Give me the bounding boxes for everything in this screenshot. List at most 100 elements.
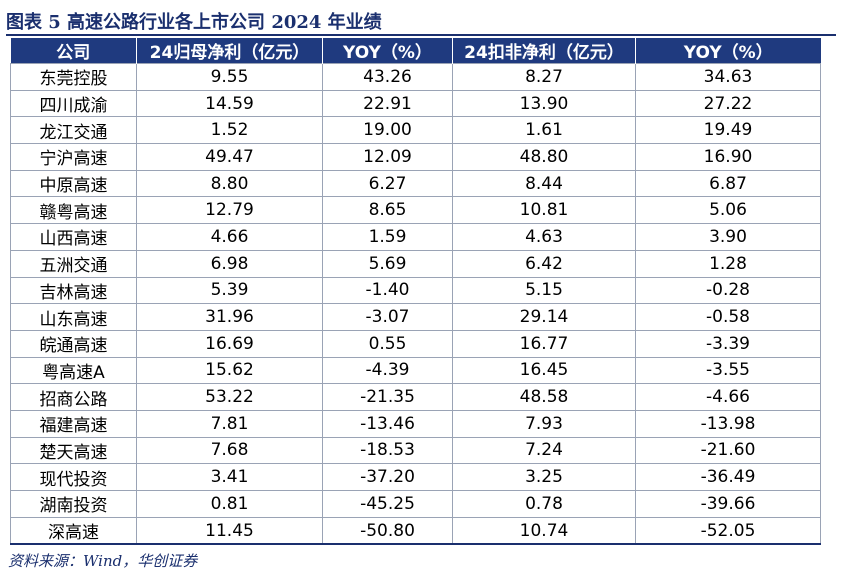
company-cell: 五洲交通 [10,249,137,278]
net-profit-cell: 11.45 [136,516,323,546]
deducted-yoy-cell: 34.63 [635,63,821,91]
table-row: 山西高速 4.66 1.59 4.63 3.90 [10,223,821,251]
column-header-deducted-net-profit: 24扣非净利（亿元） [452,38,636,64]
deducted-net-profit-cell: 16.45 [452,356,636,385]
net-profit-cell: 53.22 [136,383,323,411]
deducted-net-profit-cell: 13.90 [452,89,636,118]
deducted-net-profit-cell: 7.24 [452,436,636,465]
deducted-yoy-cell: 3.90 [635,223,821,251]
net-profit-cell: 3.41 [136,463,323,491]
deducted-yoy-cell: -0.58 [635,303,821,331]
table-row: 深高速 11.45 -50.80 10.74 -52.05 [10,516,821,546]
company-cell: 东莞控股 [10,63,137,91]
deducted-net-profit-cell: 10.74 [452,516,636,546]
net-profit-yoy-cell: -37.20 [322,463,453,491]
deducted-net-profit-cell: 29.14 [452,303,636,331]
column-header-company: 公司 [10,38,137,64]
deducted-yoy-cell: -21.60 [635,436,821,465]
net-profit-yoy-cell: -3.07 [322,303,453,331]
company-cell: 四川成渝 [10,89,137,118]
column-header-deducted-yoy: YOY（%） [635,38,821,64]
deducted-net-profit-cell: 48.80 [452,143,636,171]
company-cell: 吉林高速 [10,276,137,305]
company-cell: 招商公路 [10,383,137,411]
deducted-yoy-cell: 19.49 [635,116,821,145]
net-profit-yoy-cell: -45.25 [322,490,453,518]
net-profit-cell: 31.96 [136,303,323,331]
table-row: 中原高速 8.80 6.27 8.44 6.87 [10,169,821,198]
company-cell: 现代投资 [10,463,137,491]
net-profit-cell: 49.47 [136,143,323,171]
table-row: 四川成渝 14.59 22.91 13.90 27.22 [10,89,821,118]
net-profit-cell: 0.81 [136,490,323,518]
net-profit-cell: 7.81 [136,409,323,438]
deducted-net-profit-cell: 8.27 [452,63,636,91]
table-row: 福建高速 7.81 -13.46 7.93 -13.98 [10,409,821,438]
deducted-yoy-cell: -39.66 [635,490,821,518]
table-row: 吉林高速 5.39 -1.40 5.15 -0.28 [10,276,821,305]
table-row: 宁沪高速 49.47 12.09 48.80 16.90 [10,143,821,171]
deducted-net-profit-cell: 5.15 [452,276,636,305]
deducted-yoy-cell: 1.28 [635,249,821,278]
table-row: 现代投资 3.41 -37.20 3.25 -36.49 [10,463,821,491]
net-profit-yoy-cell: 19.00 [322,116,453,145]
company-cell: 楚天高速 [10,436,137,465]
deducted-yoy-cell: 16.90 [635,143,821,171]
deducted-yoy-cell: -36.49 [635,463,821,491]
table-header-row: 公司 24归母净利（亿元） YOY（%） 24扣非净利（亿元） YOY（%） [10,38,821,64]
company-cell: 福建高速 [10,409,137,438]
net-profit-cell: 5.39 [136,276,323,305]
deducted-net-profit-cell: 1.61 [452,116,636,145]
table-row: 五洲交通 6.98 5.69 6.42 1.28 [10,249,821,278]
net-profit-cell: 1.52 [136,116,323,145]
performance-table: 公司 24归母净利（亿元） YOY（%） 24扣非净利（亿元） YOY（%） 东… [10,38,821,546]
company-cell: 粤高速A [10,356,137,385]
company-cell: 山西高速 [10,223,137,251]
company-cell: 湖南投资 [10,490,137,518]
net-profit-cell: 7.68 [136,436,323,465]
net-profit-cell: 15.62 [136,356,323,385]
net-profit-cell: 12.79 [136,196,323,225]
company-cell: 皖通高速 [10,329,137,358]
net-profit-yoy-cell: 8.65 [322,196,453,225]
net-profit-yoy-cell: -13.46 [322,409,453,438]
table-body: 东莞控股 9.55 43.26 8.27 34.63 四川成渝 14.59 22.91 13.9… [10,63,821,546]
company-cell: 宁沪高速 [10,143,137,171]
net-profit-yoy-cell: 22.91 [322,89,453,118]
company-cell: 龙江交通 [10,116,137,145]
table-row: 楚天高速 7.68 -18.53 7.24 -21.60 [10,436,821,465]
table-row: 山东高速 31.96 -3.07 29.14 -0.58 [10,303,821,331]
net-profit-cell: 9.55 [136,63,323,91]
title-divider [6,34,836,36]
net-profit-yoy-cell: 5.69 [322,249,453,278]
deducted-yoy-cell: -4.66 [635,383,821,411]
deducted-yoy-cell: 5.06 [635,196,821,225]
deducted-net-profit-cell: 16.77 [452,329,636,358]
deducted-net-profit-cell: 0.78 [452,490,636,518]
net-profit-yoy-cell: -50.80 [322,516,453,546]
deducted-yoy-cell: 6.87 [635,169,821,198]
column-header-net-profit: 24归母净利（亿元） [136,38,323,64]
net-profit-cell: 16.69 [136,329,323,358]
deducted-yoy-cell: -3.55 [635,356,821,385]
deducted-yoy-cell: -13.98 [635,409,821,438]
deducted-net-profit-cell: 4.63 [452,223,636,251]
net-profit-yoy-cell: -4.39 [322,356,453,385]
company-cell: 赣粤高速 [10,196,137,225]
table-row: 赣粤高速 12.79 8.65 10.81 5.06 [10,196,821,225]
source-note: 资料来源：Wind，华创证券 [8,552,198,570]
deducted-net-profit-cell: 6.42 [452,249,636,278]
column-header-net-profit-yoy: YOY（%） [322,38,453,64]
deducted-net-profit-cell: 8.44 [452,169,636,198]
net-profit-yoy-cell: 6.27 [322,169,453,198]
deducted-net-profit-cell: 7.93 [452,409,636,438]
net-profit-cell: 8.80 [136,169,323,198]
table-row: 龙江交通 1.52 19.00 1.61 19.49 [10,116,821,145]
deducted-net-profit-cell: 48.58 [452,383,636,411]
company-cell: 深高速 [10,516,137,546]
net-profit-yoy-cell: 12.09 [322,143,453,171]
table-row: 东莞控股 9.55 43.26 8.27 34.63 [10,63,821,91]
deducted-yoy-cell: 27.22 [635,89,821,118]
net-profit-yoy-cell: -1.40 [322,276,453,305]
table-row: 招商公路 53.22 -21.35 48.58 -4.66 [10,383,821,411]
